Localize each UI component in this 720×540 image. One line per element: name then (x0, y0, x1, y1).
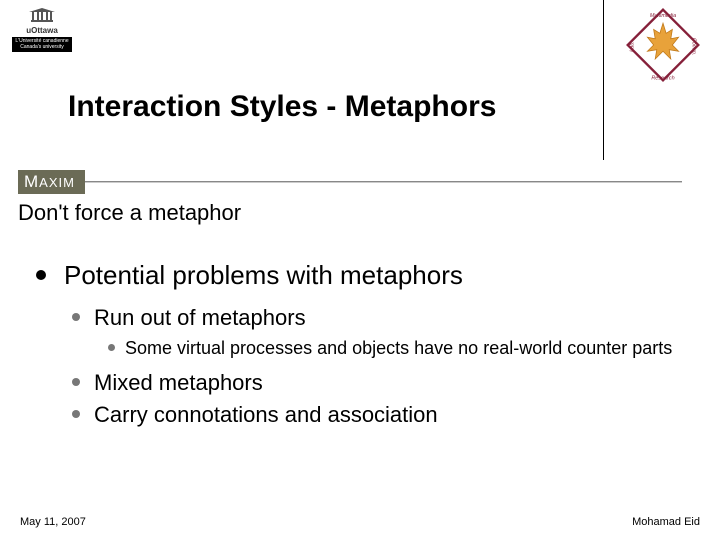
footer-author: Mohamad Eid (632, 516, 700, 528)
bullet-text: Mixed metaphors (94, 370, 263, 396)
slide-title: Interaction Styles - Metaphors (68, 90, 496, 124)
svg-text:Lab.: Lab. (629, 41, 635, 52)
bullet-text: Carry connotations and association (94, 402, 438, 428)
bullet-icon (108, 344, 115, 351)
list-item: Run out of metaphors (72, 305, 690, 331)
maxim-text: Don't force a metaphor (18, 200, 682, 226)
bullet-icon (72, 313, 80, 321)
building-icon (29, 8, 55, 24)
bullet-icon (36, 270, 46, 280)
uottawa-subtext: L'Université canadienne Canada's univers… (12, 37, 72, 52)
bullet-text: Potential problems with metaphors (64, 260, 463, 291)
content-body: Potential problems with metaphors Run ou… (36, 260, 690, 434)
vertical-divider (603, 0, 604, 160)
footer-date: May 11, 2007 (20, 516, 86, 528)
list-item: Mixed metaphors (72, 370, 690, 396)
uottawa-text: uOttawa (12, 26, 72, 35)
maxim-label-small: AXIM (39, 175, 75, 190)
maxim-rule (85, 181, 682, 183)
maxim-label: MAXIM (18, 170, 85, 194)
list-item: Carry connotations and association (72, 402, 690, 428)
maxim-label-big: M (24, 172, 39, 191)
maxim-block: MAXIM Don't force a metaphor (18, 170, 682, 226)
list-item: Some virtual processes and objects have … (108, 337, 690, 360)
bullet-icon (72, 378, 80, 386)
list-item: Potential problems with metaphors (36, 260, 690, 291)
svg-text:Research: Research (651, 75, 674, 81)
svg-text:Comm.: Comm. (691, 38, 697, 56)
bullet-text: Run out of metaphors (94, 305, 306, 331)
uottawa-logo: uOttawa L'Université canadienne Canada's… (12, 8, 72, 52)
bullet-icon (72, 410, 80, 418)
bullet-text: Some virtual processes and objects have … (125, 337, 672, 360)
maple-leaf-logo: Multimedia Comm. Research Lab. (624, 6, 702, 84)
svg-text:Multimedia: Multimedia (650, 13, 676, 19)
